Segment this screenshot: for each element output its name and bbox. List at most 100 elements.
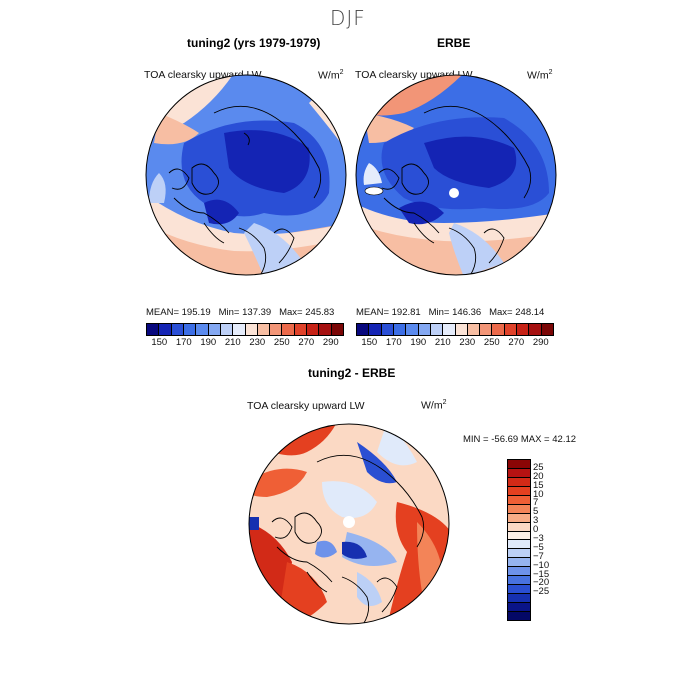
colorbar-swatch (508, 567, 530, 577)
panel1-unit-text: W/m (318, 69, 340, 82)
panel2-unit-text: W/m (527, 69, 549, 82)
colorbar-tick-label: 210 (434, 337, 451, 348)
panel2-min-label: Min= (428, 307, 450, 318)
colorbar-tick-label: 15 (533, 479, 544, 491)
colorbar-tick-label: −15 (533, 568, 550, 580)
diff-max-label: MAX = (520, 434, 550, 445)
colorbar-swatch (233, 324, 246, 335)
colorbar-swatch (270, 324, 283, 335)
colorbar-tick-label: 210 (224, 337, 241, 348)
panel2-polar-map (355, 74, 557, 276)
colorbar-swatch (245, 324, 258, 335)
diff-unit-text: W/m (421, 399, 443, 412)
colorbar-tick-label: −5 (533, 541, 544, 553)
panel1-colorbar-ticks: 150 170 190 210 230 250 270 290 (146, 337, 344, 349)
colorbar-swatch (331, 324, 343, 335)
colorbar-swatch (369, 324, 382, 335)
colorbar-swatch (418, 324, 431, 335)
colorbar-swatch (508, 495, 530, 505)
colorbar-tick-label: −20 (533, 577, 550, 589)
colorbar-swatch (508, 549, 530, 559)
colorbar-swatch (183, 324, 197, 335)
colorbar-swatch (508, 477, 530, 487)
panel2-colorbar (356, 323, 554, 336)
diff-unit-exp: 2 (442, 399, 447, 406)
colorbar-swatch (357, 324, 370, 335)
colorbar-tick-label: −7 (533, 550, 544, 562)
colorbar-swatch (508, 504, 530, 514)
colorbar-swatch (196, 324, 209, 335)
panel1-max-value: 245.83 (305, 307, 335, 318)
colorbar-tick-label: −25 (533, 586, 550, 598)
colorbar-tick-label: 5 (533, 506, 539, 518)
colorbar-tick-label: 25 (533, 461, 544, 473)
colorbar-tick-label: 7 (533, 497, 539, 509)
colorbar-swatch (443, 324, 456, 335)
colorbar-tick-label: 170 (385, 337, 402, 348)
colorbar-swatch (504, 324, 518, 335)
panel1-polar-map (145, 74, 347, 276)
colorbar-swatch (208, 324, 221, 335)
panel1-mean-label: MEAN= (146, 307, 179, 318)
colorbar-swatch (508, 585, 530, 595)
colorbar-swatch (381, 324, 394, 335)
colorbar-swatch (455, 324, 468, 335)
colorbar-swatch (541, 324, 553, 335)
colorbar-swatch (508, 531, 530, 541)
season-title: DJF (330, 6, 366, 30)
colorbar-tick-label: 230 (459, 337, 476, 348)
colorbar-swatch (159, 324, 172, 335)
colorbar-tick-label: 150 (151, 337, 168, 348)
diff-variable-label: TOA clearsky upward LW (247, 400, 365, 412)
panel1-mean-value: 195.19 (181, 307, 211, 318)
colorbar-tick-label: −3 (533, 533, 544, 544)
colorbar-tick-label: 230 (249, 337, 266, 348)
panel2-unit: W/m2 (527, 69, 552, 82)
panel1-unit: W/m2 (318, 69, 343, 82)
colorbar-tick-label: 150 (361, 337, 378, 348)
panel1-min-label: Min= (218, 307, 240, 318)
colorbar-swatch (430, 324, 444, 335)
panel1-min-value: 137.39 (242, 307, 272, 318)
diff-max-value: 42.12 (552, 434, 577, 445)
panel2-mean-value: 192.81 (391, 307, 421, 318)
panel1-max-label: Max= (279, 307, 303, 318)
colorbar-tick-label: 0 (533, 524, 539, 536)
panel2-max-label: Max= (489, 307, 513, 318)
colorbar-swatch (508, 486, 530, 496)
diff-colorbar-ticks: 25 20 15 10 7 5 3 0 −3 −5 −7 −10 −15 −20 −25 (533, 459, 573, 619)
colorbar-swatch (480, 324, 493, 335)
colorbar-tick-label: 250 (273, 337, 290, 348)
colorbar-tick-label: 270 (298, 337, 315, 348)
colorbar-tick-label: 20 (533, 470, 544, 482)
colorbar-tick-label: 3 (533, 515, 539, 527)
diff-unit: W/m2 (421, 399, 446, 412)
colorbar-swatch (508, 460, 530, 469)
colorbar-swatch (492, 324, 505, 335)
colorbar-tick-label: 250 (483, 337, 500, 348)
colorbar-swatch (147, 324, 160, 335)
colorbar-swatch (307, 324, 320, 335)
colorbar-tick-label: 170 (175, 337, 192, 348)
colorbar-swatch (508, 468, 530, 478)
colorbar-swatch (508, 594, 530, 603)
colorbar-tick-label: 290 (322, 337, 339, 348)
colorbar-swatch (508, 576, 530, 586)
colorbar-swatch (508, 603, 530, 612)
colorbar-swatch (529, 324, 542, 335)
colorbar-swatch (220, 324, 234, 335)
colorbar-swatch (319, 324, 332, 335)
colorbar-swatch (508, 522, 530, 532)
colorbar-swatch (508, 558, 530, 568)
colorbar-tick-label: −10 (533, 559, 550, 571)
colorbar-swatch (294, 324, 308, 335)
colorbar-swatch (282, 324, 295, 335)
colorbar-tick-label: 190 (200, 337, 217, 348)
panel2-title: ERBE (437, 36, 471, 50)
diff-minmax: MIN = -56.69 MAX = 42.12 (463, 434, 576, 445)
panel1-title: tuning2 (yrs 1979-1979) (187, 36, 321, 50)
colorbar-tick-label: 290 (532, 337, 549, 348)
colorbar-swatch (517, 324, 530, 335)
diff-title: tuning2 - ERBE (308, 366, 396, 380)
colorbar-swatch (406, 324, 419, 335)
